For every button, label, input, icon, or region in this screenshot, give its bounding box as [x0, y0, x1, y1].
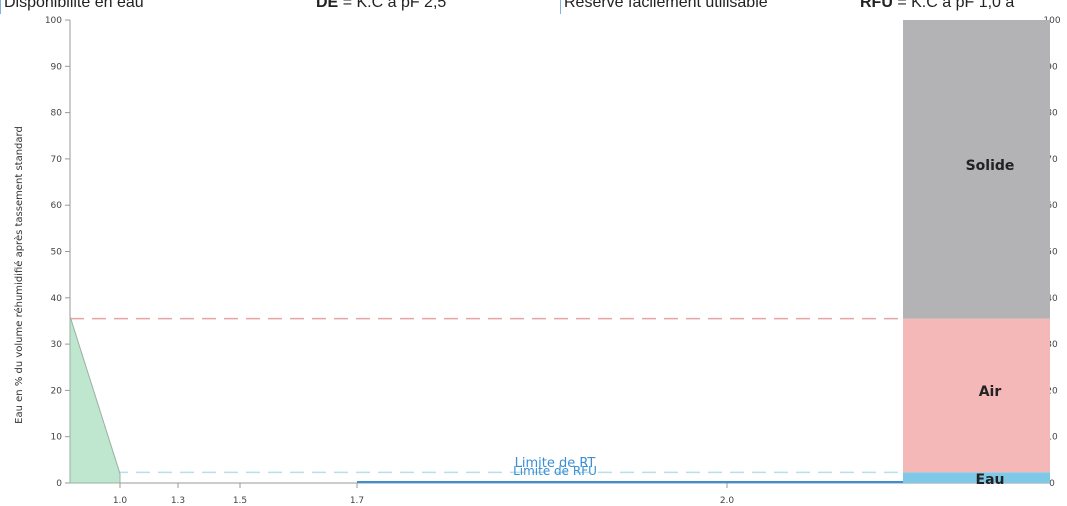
y-tick-label-right: 100 [1043, 16, 1060, 26]
header-label-rfu: Réserve facilement utilisable [564, 0, 768, 11]
y-tick-label-right: 70 [1046, 155, 1058, 165]
header-value-de-group: DE = K.C à pF 2,5 [316, 0, 446, 12]
header-item-rfu: Réserve facilement utilisable [560, 0, 768, 14]
y-tick-label-right: 90 [1046, 62, 1058, 72]
bar-label-eau: Eau [976, 472, 1005, 488]
y-tick-label-right: 0 [1049, 479, 1055, 489]
y-tick-label-right: 20 [1046, 386, 1058, 396]
y-tick-label: 50 [51, 248, 63, 258]
area-series-0 [69, 316, 121, 484]
y-tick-label: 90 [51, 62, 63, 72]
header-value-rfu: = K.C à pF 1,0 à [897, 0, 1015, 11]
y-tick-label: 0 [56, 479, 62, 489]
chart-header: Disponibilité en eau DE = K.C à pF 2,5 R… [0, 0, 1067, 18]
y-tick-label: 70 [51, 155, 63, 165]
bar-label-air: Air [979, 384, 1002, 400]
header-item-de: Disponibilité en eau [0, 0, 144, 14]
bar-segment-eau [903, 472, 1050, 483]
x-tick-label: 1.0 [113, 496, 128, 506]
y-tick-label: 100 [45, 16, 62, 26]
y-tick-label-right: 10 [1046, 433, 1058, 443]
header-abbr-rfu: RFU [860, 0, 893, 11]
y-tick-label-right: 80 [1046, 109, 1058, 119]
bar-label-solide: Solide [966, 158, 1015, 174]
bar-segment-solide [903, 20, 1050, 319]
y-tick-label-right: 60 [1046, 201, 1058, 211]
y-tick-label: 20 [51, 386, 63, 396]
header-value-rfu-group: RFU = K.C à pF 1,0 à [860, 0, 1014, 12]
y-tick-label: 10 [51, 433, 63, 443]
limit-label-rt: Limite de RT [515, 456, 596, 471]
bar-segment-air [903, 318, 1050, 473]
x-tick-label: 1.3 [171, 496, 185, 506]
y-tick-label: 30 [51, 340, 63, 350]
y-tick-label: 80 [51, 109, 63, 119]
header-abbr-de: DE [316, 0, 339, 11]
limit-label-rfu: Limite de RFU [513, 464, 597, 478]
x-tick-label: 1.7 [350, 496, 364, 506]
y-axis-label: Eau en % du volume réhumidifié après tas… [13, 126, 25, 424]
header-value-de: = K.C à pF 2,5 [342, 0, 447, 11]
y-tick-label: 40 [51, 294, 63, 304]
y-tick-label-right: 40 [1046, 294, 1058, 304]
header-separator [560, 0, 561, 14]
x-tick-label: 1.5 [233, 496, 247, 506]
header-separator [0, 0, 1, 14]
y-tick-label-right: 30 [1046, 340, 1058, 350]
x-tick-label: 2.0 [720, 496, 735, 506]
y-tick-label-right: 50 [1046, 248, 1058, 258]
y-tick-label: 60 [51, 201, 63, 211]
header-label-de: Disponibilité en eau [4, 0, 144, 11]
